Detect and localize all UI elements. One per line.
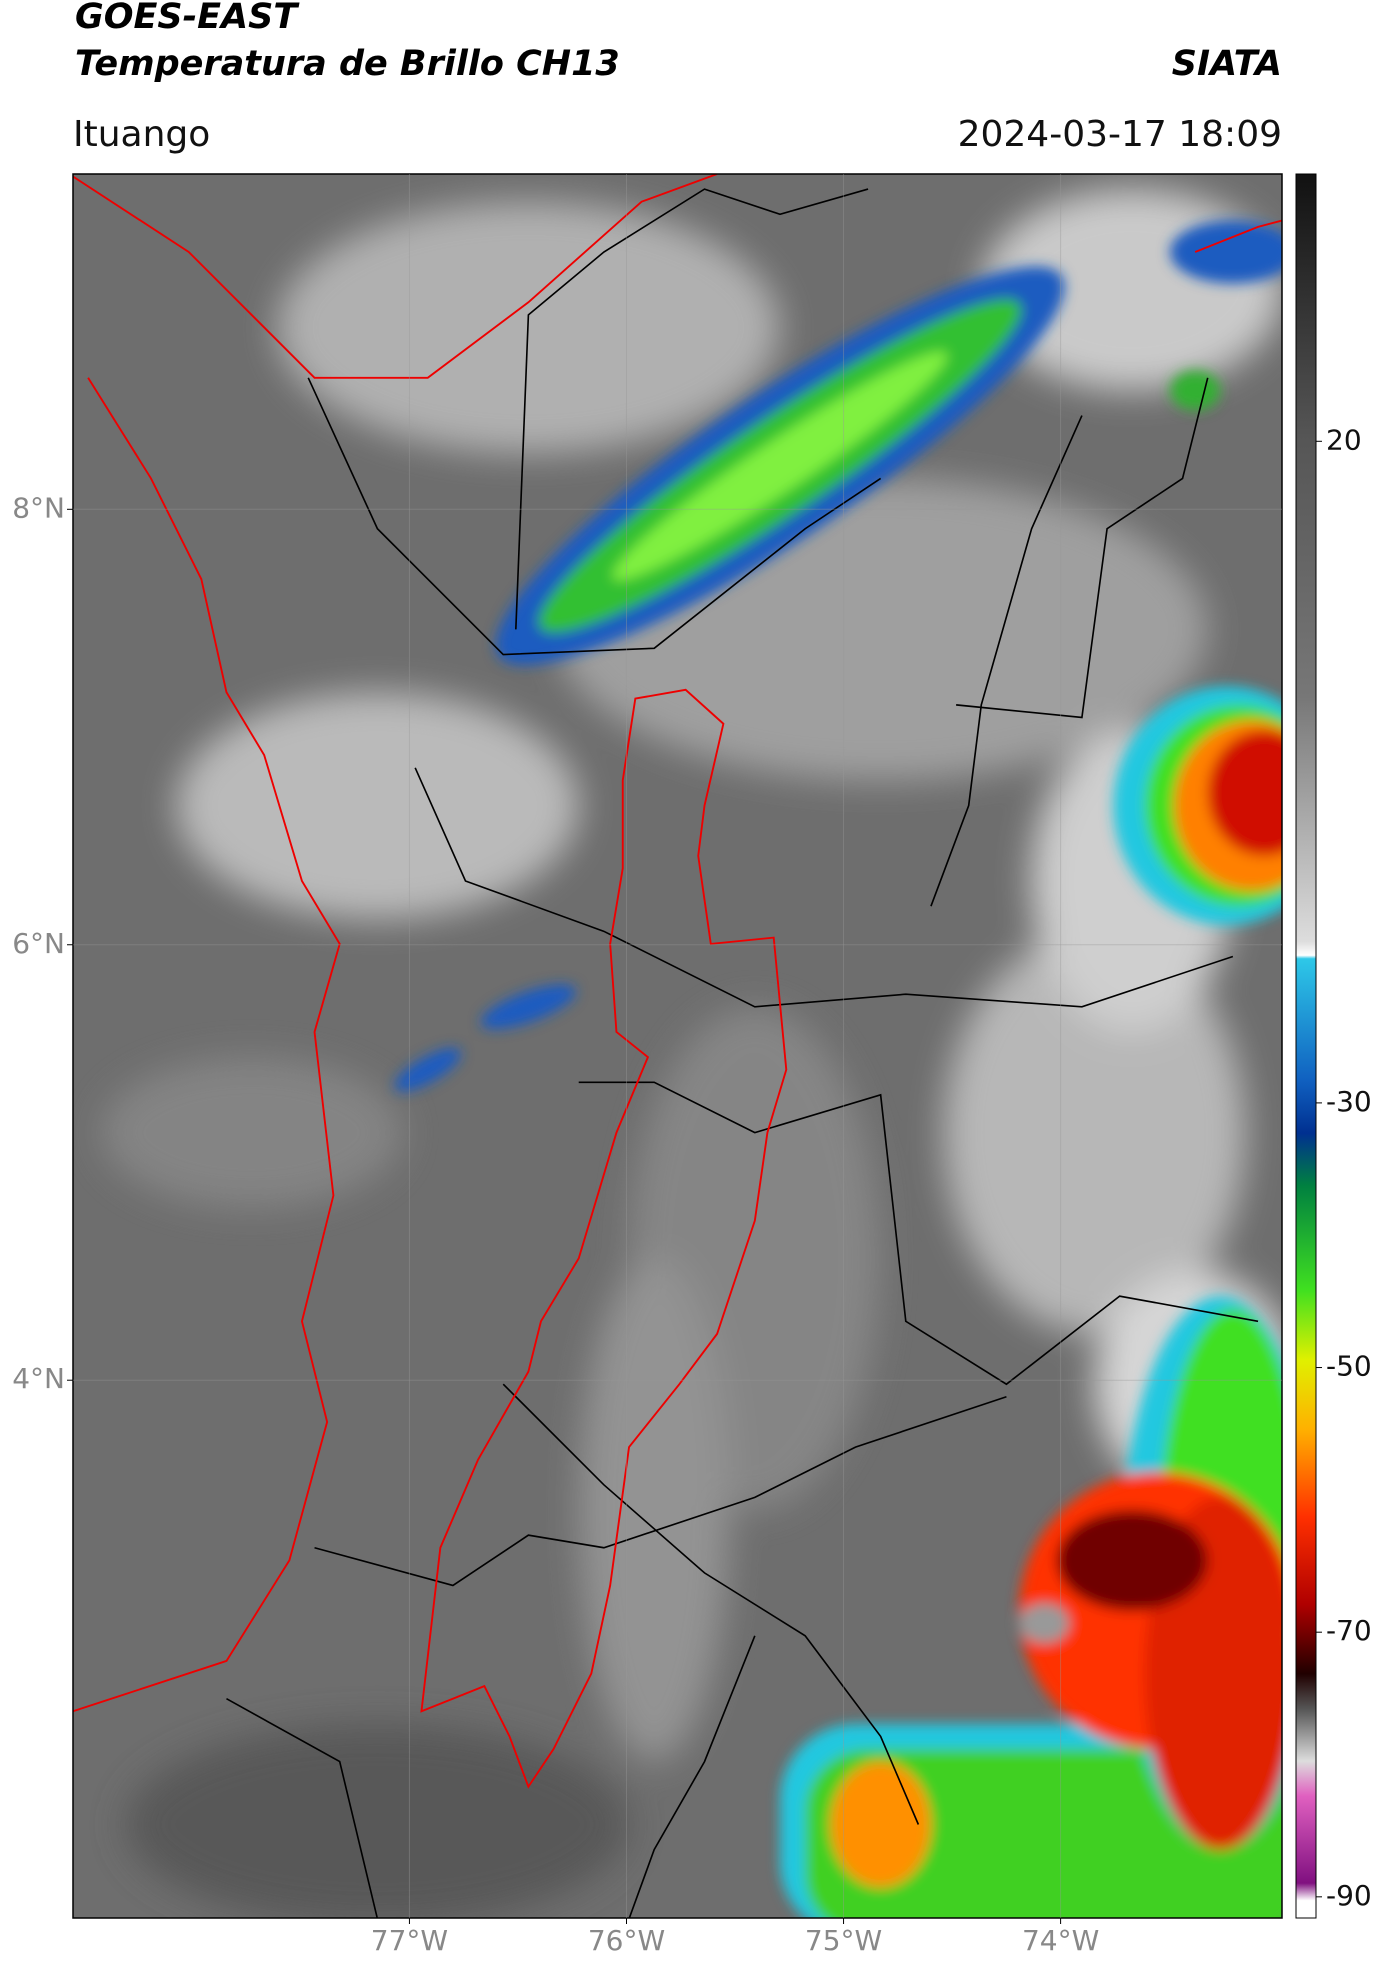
source: SIATA <box>1172 44 1282 84</box>
x-tick-label: 77°W <box>371 1924 448 1957</box>
y-tick-label: 4°N <box>12 1362 65 1395</box>
map-frame <box>72 173 1283 1919</box>
subtitle: Temperatura de Brillo CH13 <box>75 44 620 84</box>
axes: 77°W 76°W 75°W 74°W 8°N 6°N 4°N 20 -30 -50 -70 -90 <box>12 174 1372 1957</box>
colorbar-tick-label: -30 <box>1326 1085 1372 1118</box>
y-tick-label: 8°N <box>12 491 65 524</box>
x-tick-label: 74°W <box>1022 1924 1099 1957</box>
colorbar-tick-label: 20 <box>1326 423 1362 456</box>
location: Ituango <box>73 114 210 155</box>
satellite-image <box>73 174 1282 1918</box>
title: GOES-EAST <box>75 0 300 37</box>
colorbar-tick-label: -70 <box>1326 1614 1372 1647</box>
colorbar <box>1295 173 1317 1919</box>
x-tick-label: 76°W <box>588 1924 665 1957</box>
colorbar-tick-label: -90 <box>1326 1879 1372 1912</box>
timestamp: 2024-03-17 18:09 <box>958 114 1282 155</box>
x-tick-label: 75°W <box>805 1924 882 1957</box>
y-tick-label: 6°N <box>12 927 65 960</box>
colorbar-tick-label: -50 <box>1326 1350 1372 1383</box>
